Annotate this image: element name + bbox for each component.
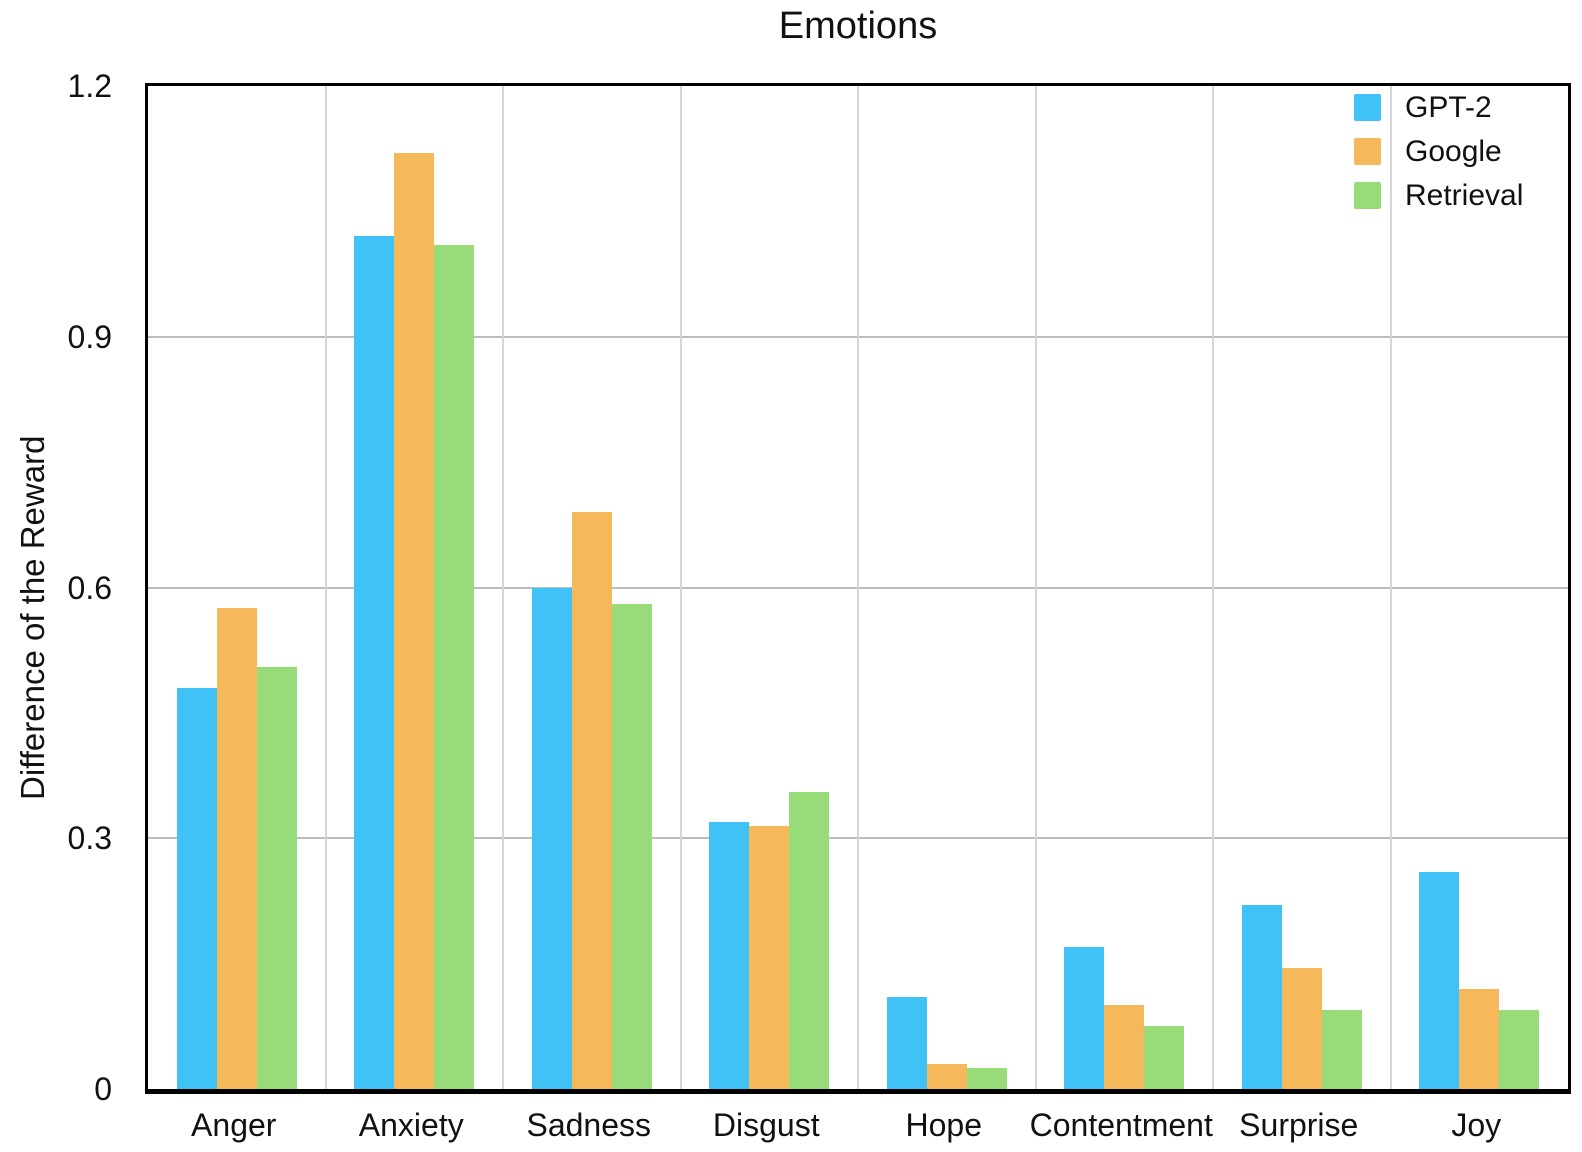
x-label-joy: Joy <box>1451 1107 1502 1143</box>
bar-retrieval-surprise <box>1321 1009 1362 1089</box>
y-tick-label-0-3: 0.3 <box>67 820 112 857</box>
x-label-disgust: Disgust <box>712 1107 820 1143</box>
gridline-v-5 <box>1034 86 1037 1089</box>
legend-label-retrieval: Retrieval <box>1405 179 1524 212</box>
plot-area: GPT-2 Google Retrieval <box>145 83 1571 1094</box>
gridline-v-7 <box>1389 86 1392 1089</box>
bar-gpt-2-hope <box>886 997 927 1089</box>
bar-google-contentment <box>1104 1005 1145 1089</box>
legend-label-google: Google <box>1405 135 1502 168</box>
gridline-v-3 <box>679 86 682 1089</box>
bar-gpt-2-joy <box>1419 871 1460 1089</box>
legend-swatch-retrieval <box>1354 182 1381 209</box>
y-tick-label-0: 0 <box>94 1071 112 1107</box>
legend-item-gpt-2: GPT-2 <box>1354 91 1523 124</box>
x-label-contentment: Contentment <box>1029 1107 1213 1143</box>
x-label-hope: Hope <box>905 1107 983 1143</box>
chart-title: Emotions <box>778 5 938 47</box>
x-axis-labels: Anger Anxiety Sadness Disgust Hope Contentmen… <box>145 1107 1571 1148</box>
bar-retrieval-hope <box>966 1068 1007 1089</box>
gridline-v-4 <box>857 86 859 1089</box>
gridline-v-6 <box>1212 86 1214 1089</box>
bar-gpt-2-surprise <box>1241 905 1282 1089</box>
bar-retrieval-joy <box>1499 1009 1540 1089</box>
legend-label-gpt-2: GPT-2 <box>1405 91 1492 124</box>
bar-google-surprise <box>1281 967 1322 1089</box>
bar-google-joy <box>1459 988 1500 1089</box>
bar-google-anxiety <box>394 152 435 1089</box>
legend-swatch-gpt-2 <box>1354 94 1381 121</box>
legend-swatch-google <box>1354 138 1381 165</box>
bar-retrieval-disgust <box>789 792 830 1089</box>
y-tick-label-1-2: 1.2 <box>67 68 112 104</box>
bar-gpt-2-disgust <box>709 821 750 1089</box>
bar-google-disgust <box>749 825 790 1089</box>
bar-gpt-2-sadness <box>531 587 572 1089</box>
y-tick-label-0-6: 0.6 <box>67 569 112 606</box>
x-label-anger: Anger <box>191 1107 277 1143</box>
legend: GPT-2 Google Retrieval <box>1354 91 1523 212</box>
x-label-surprise: Surprise <box>1239 1107 1359 1143</box>
y-tick-label-0-9: 0.9 <box>67 318 112 355</box>
x-label-sadness: Sadness <box>526 1107 652 1143</box>
bar-retrieval-anxiety <box>434 244 475 1089</box>
bar-google-sadness <box>571 512 612 1089</box>
bar-google-anger <box>216 608 257 1089</box>
bar-gpt-2-anxiety <box>354 236 395 1089</box>
legend-item-retrieval: Retrieval <box>1354 179 1523 212</box>
bar-gpt-2-anger <box>176 687 217 1089</box>
gridline-v-2 <box>502 86 504 1089</box>
bar-google-hope <box>926 1063 967 1089</box>
bar-retrieval-sadness <box>611 604 652 1089</box>
x-label-anxiety: Anxiety <box>358 1107 464 1143</box>
bar-retrieval-contentment <box>1144 1026 1185 1089</box>
y-axis-ticks: 0 0.3 0.6 0.9 1.2 <box>0 70 112 1105</box>
bar-retrieval-anger <box>256 666 297 1089</box>
bar-gpt-2-contentment <box>1064 946 1105 1089</box>
legend-item-google: Google <box>1354 135 1523 168</box>
gridline-v-1 <box>324 86 327 1089</box>
